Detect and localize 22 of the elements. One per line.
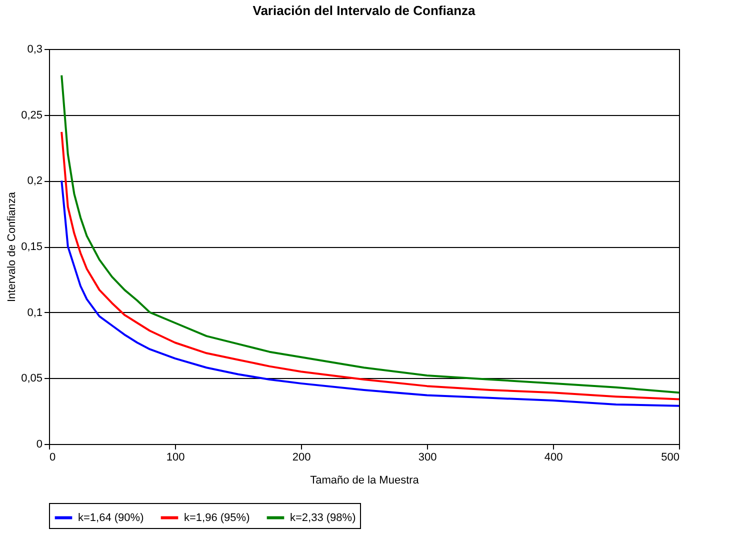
y-tick-label: 0 [36,438,42,450]
legend-label: k=1,96 (95%) [184,512,250,524]
y-tick-label: 0,2 [27,175,42,188]
chart-title: Variación del Intervalo de Confianza [252,3,476,18]
y-axis-title: Intervalo de Confianza [6,191,18,302]
y-tick-label: 0,15 [21,241,42,253]
x-tick-label: 300 [418,452,437,464]
x-tick-label: 500 [661,452,680,464]
y-tick-label: 0,25 [21,109,42,122]
x-tick-label: 200 [292,452,311,464]
y-tick-label: 0,05 [21,372,42,385]
x-tick-label: 400 [544,452,563,464]
y-tick-label: 0,1 [27,306,42,319]
legend-label: k=1,64 (90%) [78,512,144,524]
line-series [60,74,679,394]
x-axis-title: Tamaño de la Muestra [310,474,420,486]
line-series [60,180,679,407]
x-tick-label: 100 [166,452,185,464]
y-tick-label: 0,3 [27,44,42,56]
x-tick-label: 0 [50,452,56,464]
line-series [60,130,679,400]
legend-label: k=2,33 (98%) [290,512,356,524]
